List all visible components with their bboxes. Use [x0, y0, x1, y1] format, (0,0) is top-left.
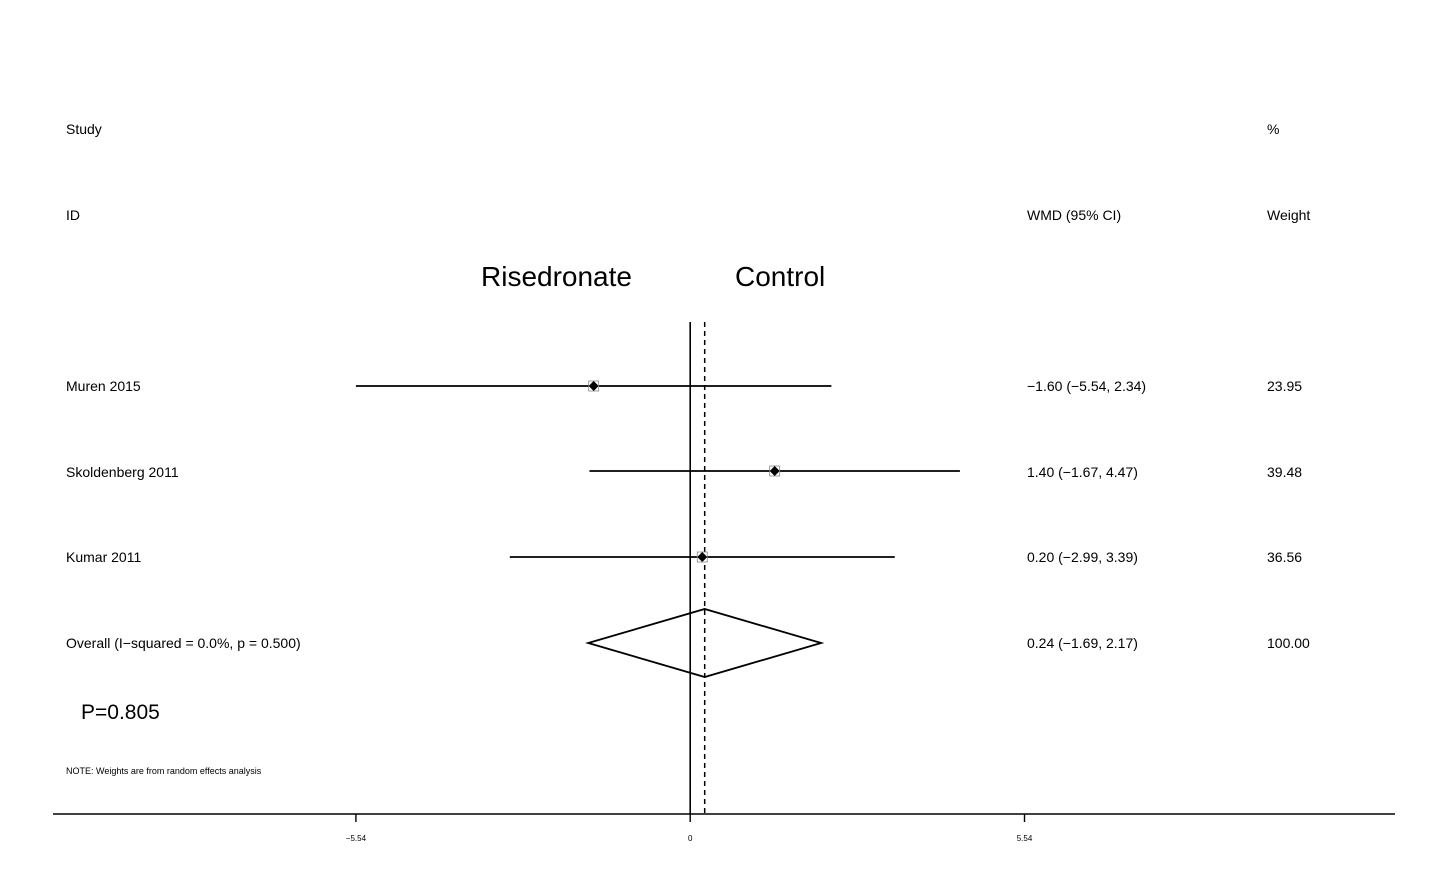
- weight-header: Weight: [1267, 207, 1311, 223]
- overall-ci-text: 0.24 (−1.69, 2.17): [1027, 635, 1138, 651]
- overall-label: Overall (I−squared = 0.0%, p = 0.500): [66, 635, 301, 651]
- favours-left-label: Risedronate: [481, 261, 632, 292]
- study-weight: 23.95: [1267, 378, 1303, 394]
- study-header: Study: [66, 121, 102, 137]
- weight-header-percent: %: [1267, 121, 1280, 137]
- study-label: Skoldenberg 2011: [66, 464, 179, 480]
- effect-header: WMD (95% CI): [1027, 207, 1122, 223]
- study-point-estimate: [588, 381, 599, 391]
- study-ci-text: 1.40 (−1.67, 4.47): [1027, 464, 1138, 480]
- x-tick-label: −5.54: [346, 834, 367, 843]
- x-tick-label: 5.54: [1017, 834, 1033, 843]
- study-point-estimate: [769, 466, 780, 476]
- overall-weight: 100.00: [1267, 635, 1310, 651]
- study-weight: 39.48: [1267, 464, 1303, 480]
- favours-right-label: Control: [735, 261, 826, 292]
- id-header: ID: [66, 207, 80, 223]
- p-value: P=0.805: [81, 701, 160, 724]
- study-label: Kumar 2011: [66, 549, 142, 565]
- study-label: Muren 2015: [66, 378, 141, 394]
- x-tick-label: 0: [688, 834, 693, 843]
- study-ci-text: −1.60 (−5.54, 2.34): [1027, 378, 1147, 394]
- weights-note: NOTE: Weights are from random effects an…: [66, 766, 262, 776]
- study-point-estimate: [697, 552, 708, 562]
- study-ci-text: 0.20 (−2.99, 3.39): [1027, 549, 1138, 565]
- overall-diamond: [585, 608, 825, 678]
- study-weight: 36.56: [1267, 549, 1303, 565]
